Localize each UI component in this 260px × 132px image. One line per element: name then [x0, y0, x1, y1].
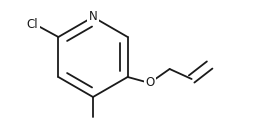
- Text: O: O: [145, 77, 154, 89]
- Text: N: N: [89, 11, 98, 23]
- Text: Cl: Cl: [27, 18, 38, 32]
